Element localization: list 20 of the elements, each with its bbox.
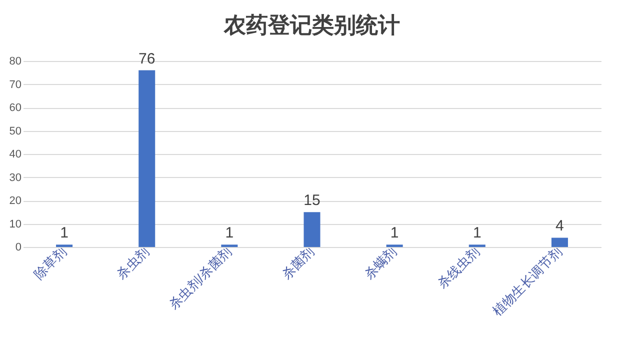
data-label: 15 bbox=[304, 192, 320, 210]
chart-title: 农药登记类别统计 bbox=[223, 12, 400, 38]
y-tick-label: 0 bbox=[15, 242, 22, 254]
y-tick-label: 60 bbox=[9, 102, 22, 114]
data-label: 1 bbox=[390, 224, 399, 242]
y-tick-label: 70 bbox=[9, 78, 22, 91]
bar bbox=[551, 238, 568, 247]
bar bbox=[138, 70, 156, 247]
y-tick-label: 20 bbox=[9, 195, 22, 207]
data-label: 1 bbox=[225, 224, 234, 242]
y-tick-label: 40 bbox=[9, 148, 22, 160]
y-tick-label: 10 bbox=[9, 218, 22, 230]
data-label: 1 bbox=[60, 224, 68, 242]
y-tick-label: 80 bbox=[9, 56, 22, 68]
data-label: 1 bbox=[472, 224, 482, 242]
data-label: 76 bbox=[138, 50, 156, 68]
bar bbox=[304, 212, 320, 247]
data-label: 4 bbox=[556, 218, 564, 235]
y-tick-label: 30 bbox=[9, 172, 22, 184]
y-tick-label: 50 bbox=[9, 125, 22, 138]
